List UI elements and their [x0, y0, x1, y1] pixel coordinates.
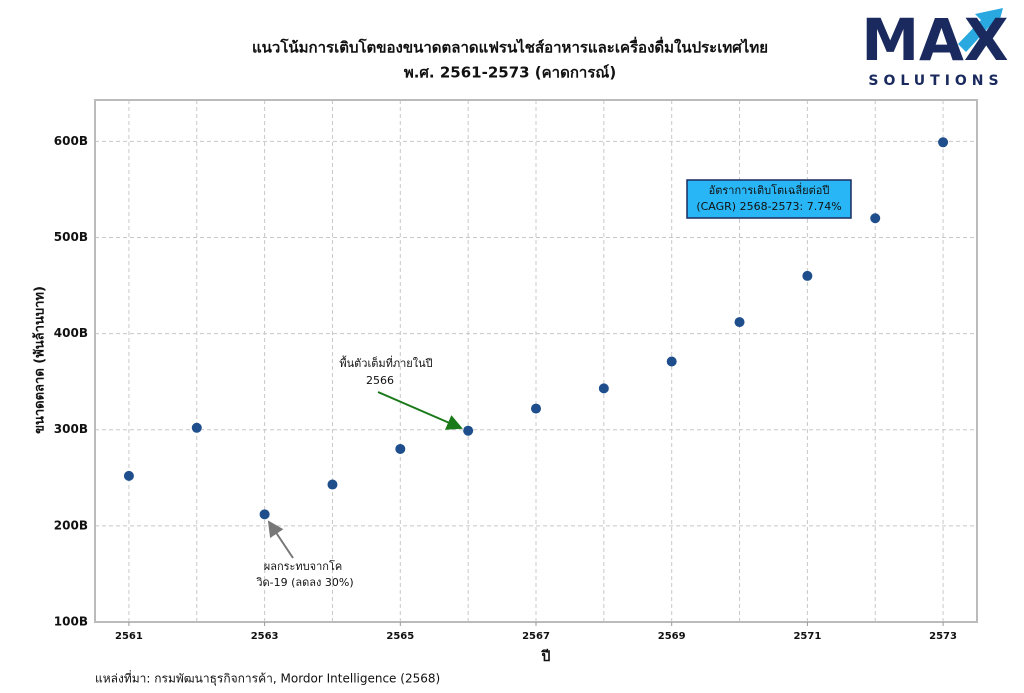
x-tick-label: 2567 — [522, 631, 550, 642]
data-point — [870, 213, 881, 224]
data-point — [463, 425, 474, 436]
annotation: ผลกระทบจากโค — [264, 559, 342, 573]
logo-arrow — [958, 8, 1003, 52]
annotation: (CAGR) 2568-2573: 7.74% — [696, 200, 841, 213]
annotation: วิด-19 (ลดลง 30%) — [256, 576, 354, 589]
y-tick-label: 400B — [54, 326, 88, 340]
annotation: อัตราการเติบโตเฉลี่ยต่อปี — [709, 182, 830, 197]
data-point — [734, 317, 745, 328]
y-axis-label: ขนาดตลาด (พันล้านบาท) — [32, 286, 48, 434]
data-point — [395, 443, 406, 454]
logo-text: MAX — [861, 6, 1008, 74]
data-point — [598, 383, 609, 394]
x-tick-label: 2565 — [386, 631, 414, 642]
annotation-box — [686, 179, 852, 219]
data-point — [123, 470, 134, 481]
x-tick-label: 2563 — [251, 631, 279, 642]
annotation: พื้นตัวเต็มที่ภายในปี — [339, 355, 432, 370]
annotation-arrow — [377, 391, 463, 430]
y-tick-label: 500B — [54, 230, 88, 244]
annotation: 2566 — [366, 374, 394, 387]
x-tick-label: 2561 — [115, 631, 143, 642]
source-note: แหล่งที่มา: กรมพัฒนาธุรกิจการค้า, Mordor… — [95, 670, 440, 687]
logo-subtitle: SOLUTIONS — [868, 73, 1003, 89]
x-tick-label: 2569 — [658, 631, 686, 642]
y-tick-label: 200B — [54, 518, 88, 532]
data-point — [666, 356, 677, 367]
data-point — [531, 403, 541, 414]
data-point — [938, 137, 949, 148]
data-point — [191, 422, 202, 433]
y-tick-label: 600B — [54, 134, 88, 148]
chart-title: แนวโน้มการเติบโตของขนาดตลาดแฟรนไชส์อาหาร… — [252, 37, 768, 57]
data-point — [259, 509, 270, 520]
annotation-arrow — [267, 520, 294, 559]
chart-subtitle: พ.ศ. 2561-2573 (คาดการณ์) — [404, 64, 616, 82]
x-tick-label: 2571 — [793, 631, 821, 642]
y-tick-label: 100B — [54, 615, 88, 629]
x-tick-label: 2573 — [929, 631, 957, 642]
x-axis-label: ปี — [540, 649, 550, 665]
grid — [95, 100, 977, 623]
y-tick-label: 300B — [54, 422, 88, 436]
data-point — [327, 479, 338, 490]
data-point — [802, 270, 813, 281]
